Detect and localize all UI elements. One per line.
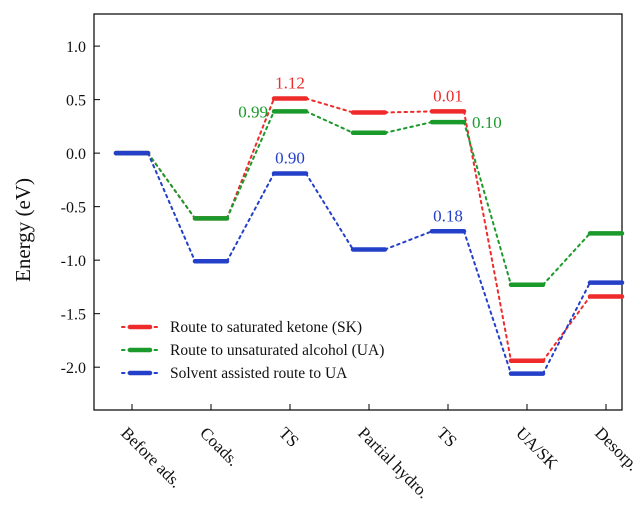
barrier-label: 1.12 xyxy=(275,74,305,93)
connector-line xyxy=(384,110,433,114)
barrier-annotations: 1.12 0.99 0.90 0.01 0.10 0.18 xyxy=(238,74,502,226)
x-tick-label: UA/SK xyxy=(512,423,562,473)
connector-line xyxy=(305,110,354,134)
barrier-label: 0.18 xyxy=(433,206,463,225)
y-tick-label: -1.5 xyxy=(61,307,86,324)
connector-line xyxy=(542,232,591,286)
connectors xyxy=(147,97,591,375)
plot-frame xyxy=(93,13,623,411)
connector-line xyxy=(384,121,433,134)
connector-line xyxy=(542,281,591,375)
barrier-label: 0.99 xyxy=(238,102,268,121)
legend-label: Solvent assisted route to UA xyxy=(170,365,348,382)
connector-line xyxy=(463,110,512,362)
legend-label: Route to saturated ketone (SK) xyxy=(170,319,362,336)
connector-line xyxy=(305,172,354,251)
y-tick-label: 0.5 xyxy=(66,93,86,110)
x-tick-label: TS xyxy=(433,423,460,450)
connector-line xyxy=(226,172,275,263)
x-tick-label: Coads. xyxy=(196,423,242,469)
y-tick-label: -1.0 xyxy=(61,253,86,270)
y-axis-label: Energy (eV) xyxy=(11,178,35,282)
connector-line xyxy=(463,230,512,375)
connector-line xyxy=(463,121,512,286)
connector-line xyxy=(147,152,196,220)
energy-levels xyxy=(113,96,625,376)
connector-line xyxy=(384,230,433,251)
legend: Route to saturated ketone (SK) Route to u… xyxy=(121,319,384,382)
y-tick-label: 1.0 xyxy=(66,39,86,56)
barrier-label: 0.90 xyxy=(275,148,305,167)
barrier-label: 0.10 xyxy=(472,113,502,132)
y-tick-label: -0.5 xyxy=(61,200,86,217)
connector-line xyxy=(305,97,354,114)
connector-line xyxy=(542,295,591,362)
x-tick-label: Before ads. xyxy=(117,423,185,491)
legend-label: Route to unsaturated alcohol (UA) xyxy=(170,342,384,359)
x-tick-label: Desorp. xyxy=(591,423,641,474)
connector-line xyxy=(147,152,196,263)
y-axis: 1.0 0.5 0.0 -0.5 -1.0 -1.5 -2.0 xyxy=(61,39,100,377)
barrier-label: 0.01 xyxy=(433,86,463,105)
y-tick-label: 0.0 xyxy=(66,146,86,163)
x-tick-label: Partial hydro. xyxy=(354,423,433,502)
y-tick-label: -2.0 xyxy=(61,360,86,377)
connector-line xyxy=(226,110,275,220)
x-tick-label: TS xyxy=(275,423,302,450)
x-axis: Before ads. Coads. TS Partial hydro. TS UA/SK… xyxy=(117,404,641,502)
